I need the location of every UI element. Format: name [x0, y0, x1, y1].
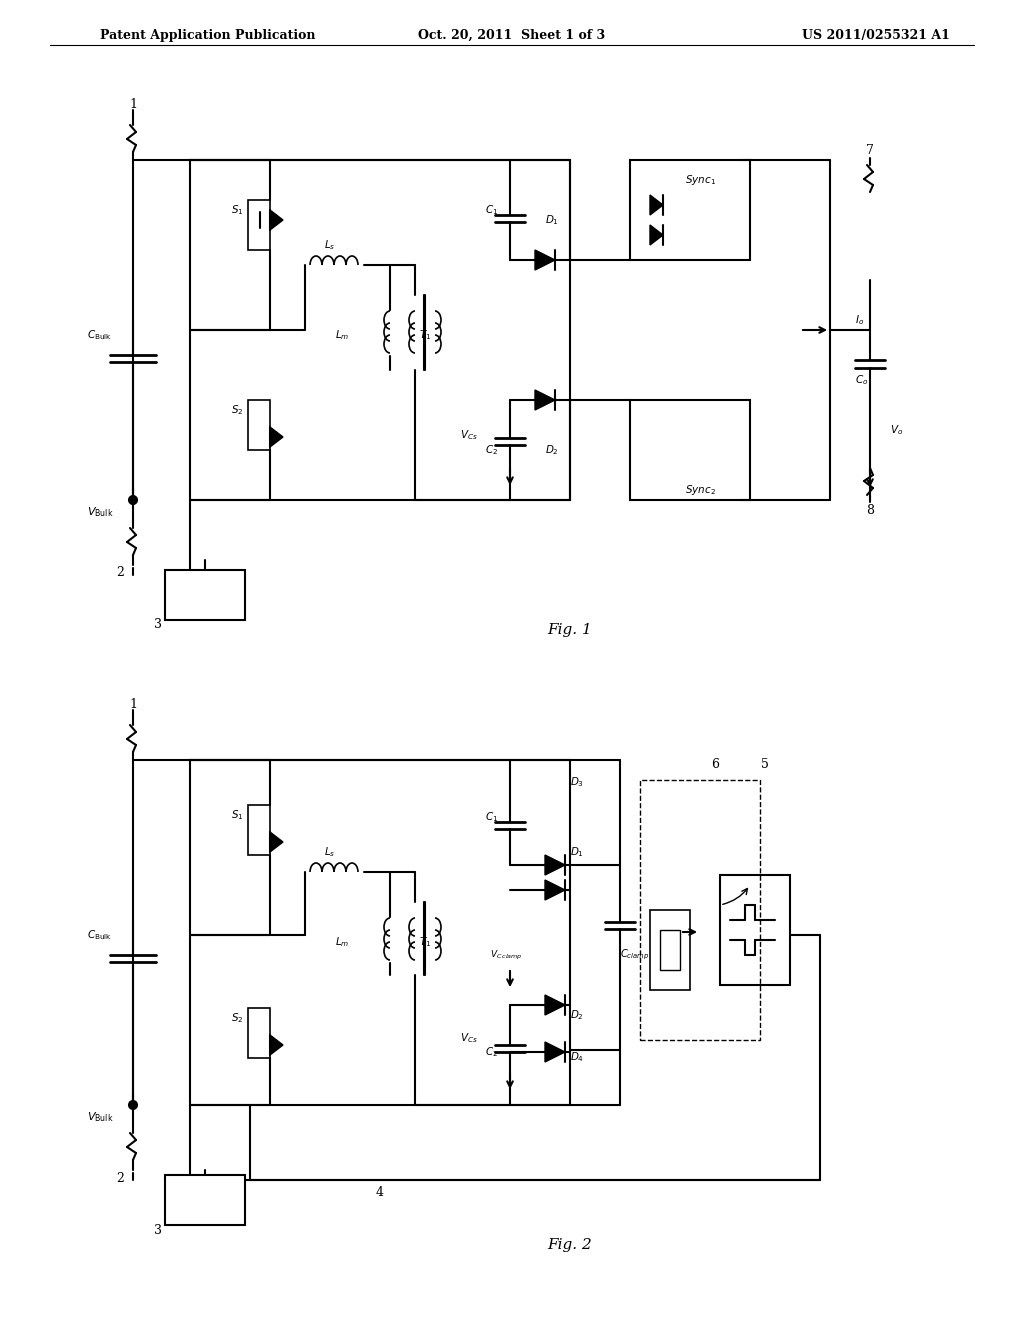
Polygon shape	[270, 832, 283, 851]
Text: $D_1$: $D_1$	[570, 845, 584, 859]
Text: Patent Application Publication: Patent Application Publication	[100, 29, 315, 41]
Text: $V_{Cs}$: $V_{Cs}$	[460, 428, 478, 442]
Text: $C_2$: $C_2$	[485, 1045, 498, 1059]
Polygon shape	[545, 880, 565, 900]
Text: $D_4$: $D_4$	[570, 1051, 584, 1064]
Text: $I_o$: $I_o$	[855, 313, 864, 327]
Text: $C_{clamp}$: $C_{clamp}$	[621, 948, 649, 962]
Bar	[248, 201, 270, 249]
Text: $T_1$: $T_1$	[419, 935, 431, 949]
Bar	[630, 400, 750, 500]
Text: 1: 1	[129, 698, 137, 711]
Polygon shape	[545, 995, 565, 1015]
Bar	[248, 805, 270, 855]
Text: $D_2$: $D_2$	[545, 444, 559, 457]
Text: $T_1$: $T_1$	[419, 329, 431, 342]
Text: $C_1$: $C_1$	[484, 810, 498, 824]
Polygon shape	[270, 210, 283, 230]
Bar	[248, 1008, 270, 1059]
Text: $S_1$: $S_1$	[230, 808, 244, 822]
Circle shape	[129, 496, 137, 504]
Polygon shape	[545, 1041, 565, 1063]
Bar	[660, 931, 680, 970]
Text: $S_1$: $S_1$	[230, 203, 244, 216]
Text: 5: 5	[761, 759, 769, 771]
Bar	[190, 760, 570, 1105]
Polygon shape	[270, 1035, 283, 1055]
Bar	[640, 780, 760, 1040]
Text: $L_s$: $L_s$	[325, 238, 336, 252]
Polygon shape	[535, 249, 555, 271]
Circle shape	[129, 1101, 137, 1109]
Text: $V_{\rm Bulk}$: $V_{\rm Bulk}$	[87, 506, 114, 519]
Bar	[165, 1175, 245, 1225]
Text: US 2011/0255321 A1: US 2011/0255321 A1	[802, 29, 950, 41]
Text: $L_m$: $L_m$	[335, 329, 349, 342]
Text: $D_3$: $D_3$	[570, 775, 584, 789]
Bar	[190, 160, 570, 500]
Polygon shape	[535, 389, 555, 411]
Bar	[248, 400, 270, 450]
Text: Fig. 1: Fig. 1	[548, 623, 592, 638]
Bar	[630, 160, 750, 260]
Text: 2: 2	[116, 566, 124, 579]
Text: 3: 3	[154, 1224, 162, 1237]
Text: $C_{\rm Bulk}$: $C_{\rm Bulk}$	[87, 329, 113, 342]
Text: $L_s$: $L_s$	[325, 845, 336, 859]
Text: $Sync_1$: $Sync_1$	[684, 173, 716, 187]
Text: $D_1$: $D_1$	[545, 213, 559, 227]
Bar	[165, 570, 245, 620]
Text: 6: 6	[711, 759, 719, 771]
Text: 7: 7	[866, 144, 873, 157]
Text: $V_{C\,clamp}$: $V_{C\,clamp}$	[489, 949, 522, 961]
Text: $C_1$: $C_1$	[484, 203, 498, 216]
Text: $V_o$: $V_o$	[890, 424, 903, 437]
Text: 3: 3	[154, 619, 162, 631]
Polygon shape	[545, 855, 565, 875]
Text: $Sync_2$: $Sync_2$	[685, 483, 716, 498]
Text: 2: 2	[116, 1172, 124, 1184]
Text: $S_2$: $S_2$	[230, 403, 244, 417]
Text: $C_2$: $C_2$	[485, 444, 498, 457]
Text: Oct. 20, 2011  Sheet 1 of 3: Oct. 20, 2011 Sheet 1 of 3	[419, 29, 605, 41]
Text: $S_2$: $S_2$	[230, 1011, 244, 1024]
Bar	[720, 875, 790, 985]
Polygon shape	[650, 224, 663, 246]
Text: $L_m$: $L_m$	[335, 935, 349, 949]
Text: $V_{\rm Bulk}$: $V_{\rm Bulk}$	[87, 1110, 114, 1123]
Text: $C_o$: $C_o$	[855, 374, 868, 387]
Text: Fig. 2: Fig. 2	[548, 1238, 592, 1251]
Text: $V_{Cs}$: $V_{Cs}$	[460, 1031, 478, 1045]
Text: 4: 4	[376, 1185, 384, 1199]
Text: $D_2$: $D_2$	[570, 1008, 584, 1022]
Polygon shape	[650, 195, 663, 215]
Bar	[650, 909, 690, 990]
Polygon shape	[270, 426, 283, 447]
Text: $C_{\rm Bulk}$: $C_{\rm Bulk}$	[87, 928, 113, 942]
Text: 8: 8	[866, 503, 874, 516]
Text: 1: 1	[129, 99, 137, 111]
